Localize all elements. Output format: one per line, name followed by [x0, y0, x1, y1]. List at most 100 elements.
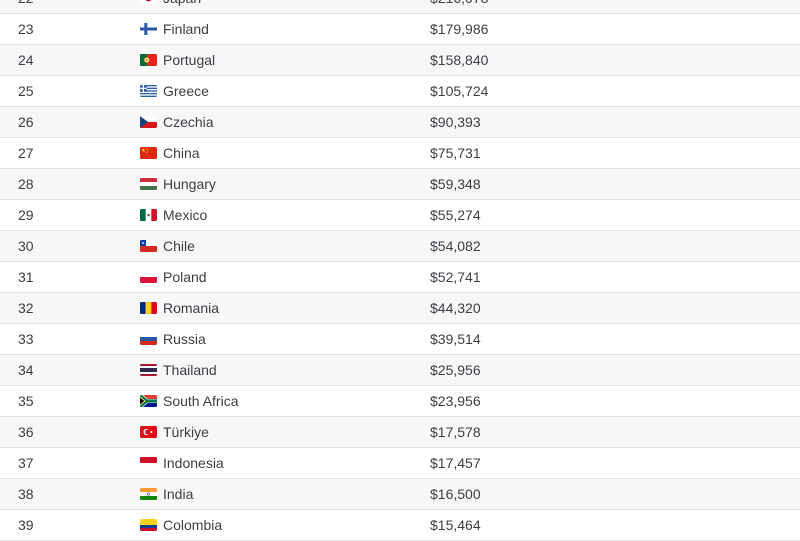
rank-label: 31 — [18, 269, 34, 285]
flag-icon-india — [140, 488, 157, 500]
country-cell: Thailand — [140, 362, 430, 378]
value-label: $17,578 — [430, 424, 481, 440]
rank-label: 22 — [0, 0, 140, 6]
country-cell: Poland — [140, 269, 430, 285]
rank-label: 25 — [18, 83, 34, 99]
country-name: Czechia — [163, 114, 214, 130]
country-name: Thailand — [163, 362, 217, 378]
value-label: $17,457 — [430, 455, 481, 471]
flag-icon-chile — [140, 240, 157, 252]
country-name: China — [163, 145, 200, 161]
country-name: Greece — [163, 83, 209, 99]
country-cell: Portugal — [140, 52, 430, 68]
table-row: 37 Indonesia $17,457 — [0, 448, 800, 479]
country-cell: Türkiye — [140, 424, 430, 440]
table-row: 31 Poland $52,741 — [0, 262, 800, 293]
country-name: Türkiye — [163, 424, 209, 440]
table-row: 23 Finland $179,986 — [0, 14, 800, 45]
value-label: $75,731 — [430, 145, 481, 161]
flag-icon-portugal — [140, 54, 157, 66]
rank-label: 26 — [18, 114, 34, 130]
rank-label: 30 — [18, 238, 34, 254]
rank-label: 23 — [18, 21, 34, 37]
value-label: $25,956 — [430, 362, 481, 378]
country-cell: India — [140, 486, 430, 502]
flag-icon-indonesia — [140, 457, 157, 469]
table-row: 32 Romania $44,320 — [0, 293, 800, 324]
country-name: Poland — [163, 269, 207, 285]
value-label: $23,956 — [430, 393, 481, 409]
table-row: 38 India $16,500 — [0, 479, 800, 510]
country-cell: Czechia — [140, 114, 430, 130]
flag-icon-finland — [140, 23, 157, 35]
country-name: Romania — [163, 300, 220, 316]
country-name: Portugal — [163, 52, 216, 68]
country-cell: Finland — [140, 21, 430, 37]
country-name: India — [163, 486, 194, 502]
value-label: $179,986 — [430, 21, 489, 37]
value-label: $54,082 — [430, 238, 481, 254]
country-cell: Japan — [140, 0, 430, 6]
flag-icon-thailand — [140, 364, 157, 376]
table-row: 22 Japan $216,078 — [0, 0, 800, 14]
rank-label: 34 — [18, 362, 34, 378]
flag-icon-japan — [140, 0, 157, 4]
table-row: 24 Portugal $158,840 — [0, 45, 800, 76]
rank-label: 28 — [18, 176, 34, 192]
country-name: Indonesia — [163, 455, 224, 471]
rank-label: 27 — [18, 145, 34, 161]
flag-icon-turkiye — [140, 426, 157, 438]
flag-icon-mexico — [140, 209, 157, 221]
value-label: $44,320 — [430, 300, 481, 316]
country-cell: Mexico — [140, 207, 430, 223]
flag-icon-colombia — [140, 519, 157, 531]
flag-icon-russia — [140, 333, 157, 345]
country-name: Finland — [163, 21, 209, 37]
country-name: Mexico — [163, 207, 208, 223]
table-row: 33 Russia $39,514 — [0, 324, 800, 355]
flag-icon-czechia — [140, 116, 157, 128]
country-cell: Greece — [140, 83, 430, 99]
table-row: 36 Türkiye $17,578 — [0, 417, 800, 448]
value-label: $55,274 — [430, 207, 481, 223]
rank-label: 39 — [18, 517, 34, 533]
country-cell: South Africa — [140, 393, 430, 409]
table-row: 28 Hungary $59,348 — [0, 169, 800, 200]
rank-label: 33 — [18, 331, 34, 347]
value-label: $90,393 — [430, 114, 481, 130]
country-name: Russia — [163, 331, 206, 347]
rank-label: 38 — [18, 486, 34, 502]
table-row: 30 Chile $54,082 — [0, 231, 800, 262]
value-label: $216,078 — [430, 0, 800, 6]
country-name: Hungary — [163, 176, 216, 192]
value-label: $158,840 — [430, 52, 489, 68]
country-cell: Hungary — [140, 176, 430, 192]
rank-label: 29 — [18, 207, 34, 223]
flag-icon-china — [140, 147, 157, 159]
table-row: 26 Czechia $90,393 — [0, 107, 800, 138]
value-label: $15,464 — [430, 517, 481, 533]
country-cell: China — [140, 145, 430, 161]
rank-label: 36 — [18, 424, 34, 440]
value-label: $105,724 — [430, 83, 489, 99]
country-cell: Indonesia — [140, 455, 430, 471]
flag-icon-romania — [140, 302, 157, 314]
table-row: 35 South Africa $23,956 — [0, 386, 800, 417]
rank-label: 37 — [18, 455, 34, 471]
table-row: 34 Thailand $25,956 — [0, 355, 800, 386]
country-cell: Chile — [140, 238, 430, 254]
flag-icon-poland — [140, 271, 157, 283]
value-label: $39,514 — [430, 331, 481, 347]
country-name: South Africa — [163, 393, 239, 409]
table-row: 25 Greece $105,724 — [0, 76, 800, 107]
country-cell: Russia — [140, 331, 430, 347]
value-label: $59,348 — [430, 176, 481, 192]
table-row: 27 China $75,731 — [0, 138, 800, 169]
flag-icon-south-africa — [140, 395, 157, 407]
value-label: $16,500 — [430, 486, 481, 502]
flag-icon-greece — [140, 85, 157, 97]
country-name: Chile — [163, 238, 195, 254]
rank-label: 32 — [18, 300, 34, 316]
table-row: 29 Mexico $55,274 — [0, 200, 800, 231]
